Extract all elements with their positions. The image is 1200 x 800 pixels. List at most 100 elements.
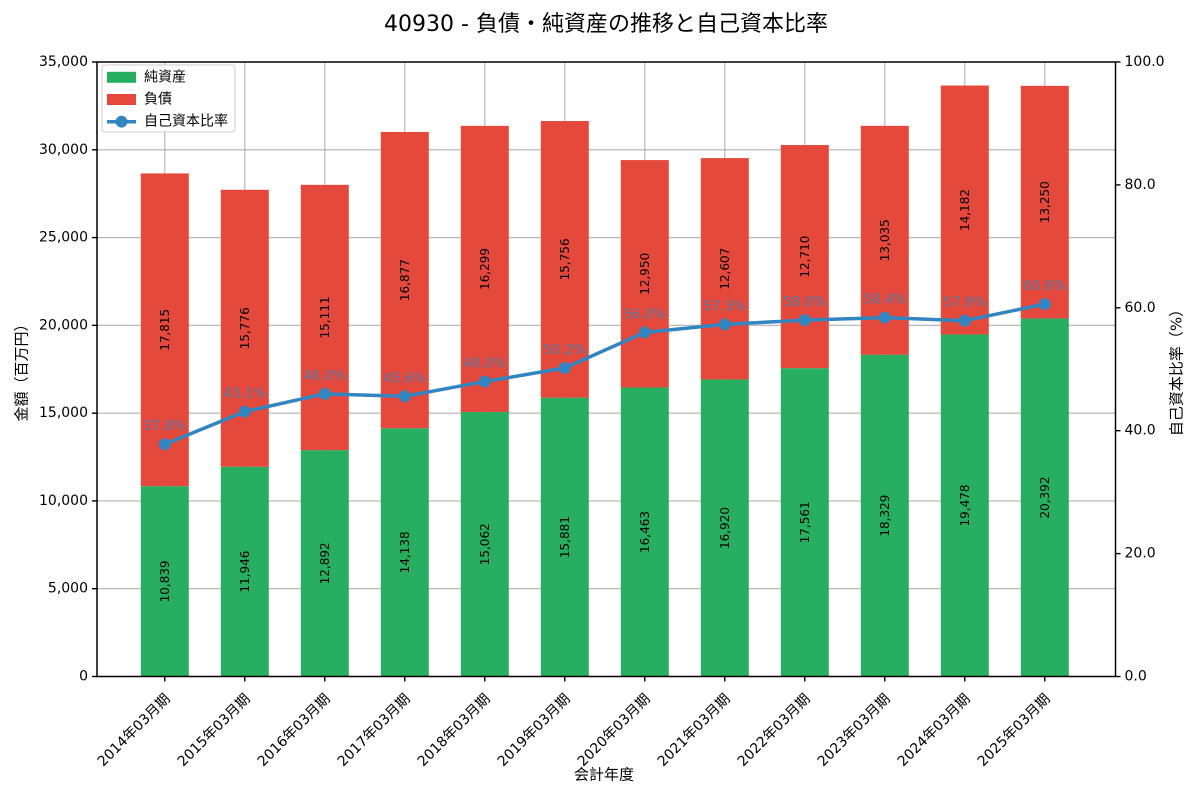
bar-segment-net-assets xyxy=(860,354,909,677)
y-tick-label-left: 0 xyxy=(79,669,88,685)
ratio-point-marker xyxy=(878,311,891,324)
ratio-point-marker xyxy=(718,318,731,331)
bar-value-label-liabilities: 12,607 xyxy=(718,248,732,290)
y-tick-label-right: 100.0 xyxy=(1125,54,1165,70)
x-tick-label: 2023年03月期 xyxy=(815,691,894,770)
legend-label-net-assets: 純資産 xyxy=(144,69,186,85)
ratio-value-label: 57.3% xyxy=(703,298,746,314)
bar-segment-liabilities xyxy=(940,85,989,335)
y-tick-label-right: 20.0 xyxy=(1125,546,1156,562)
bar-value-label-net-assets: 10,839 xyxy=(158,560,172,602)
bar-value-label-net-assets: 16,920 xyxy=(718,507,732,549)
bar-segment-liabilities xyxy=(220,189,269,467)
y-tick-label-right: 60.0 xyxy=(1125,300,1156,316)
legend-label-ratio: 自己資本比率 xyxy=(144,113,228,130)
x-axis-label: 会計年度 xyxy=(573,765,635,784)
bar-value-label-net-assets: 12,892 xyxy=(318,542,332,584)
bar-segment-net-assets xyxy=(140,486,189,677)
ratio-point-marker xyxy=(478,375,491,388)
bar-segment-net-assets xyxy=(540,397,589,677)
legend-marker-ratio xyxy=(115,115,128,128)
ratio-point-marker xyxy=(1038,298,1051,311)
y-tick-label-left: 5,000 xyxy=(48,581,88,597)
bar-segment-liabilities xyxy=(1020,85,1069,319)
ratio-point-marker xyxy=(798,314,811,326)
bar-value-label-net-assets: 19,478 xyxy=(958,485,972,527)
bar-segment-net-assets xyxy=(780,368,829,677)
bar-segment-liabilities xyxy=(300,184,349,451)
bar-segment-net-assets xyxy=(220,466,269,677)
legend-swatch-liabilities xyxy=(107,94,136,105)
bar-value-label-net-assets: 16,463 xyxy=(638,511,652,553)
ratio-value-label: 58.0% xyxy=(783,294,826,310)
ratio-line xyxy=(163,302,1047,446)
bar-value-label-liabilities: 15,756 xyxy=(558,238,572,280)
legend-swatch-net-assets xyxy=(107,71,136,83)
bar-segment-liabilities xyxy=(780,145,829,369)
bar-segment-net-assets xyxy=(300,450,349,677)
bar-value-label-net-assets: 11,946 xyxy=(238,551,252,593)
bar-value-label-liabilities: 13,250 xyxy=(1038,181,1052,223)
y-tick-label-left: 35,000 xyxy=(39,54,88,70)
bar-value-label-liabilities: 12,950 xyxy=(638,253,652,295)
x-tick-label: 2014年03月期 xyxy=(95,691,174,770)
bar-segment-liabilities xyxy=(460,125,509,413)
bar-value-label-liabilities: 16,877 xyxy=(398,259,412,301)
y-tick-label-left: 30,000 xyxy=(39,142,88,158)
ratio-point-marker xyxy=(398,390,411,403)
ratio-value-label: 50.2% xyxy=(543,342,586,358)
bar-segment-net-assets xyxy=(940,334,989,677)
x-tick-label: 2021年03月期 xyxy=(655,691,734,770)
bar-value-label-net-assets: 18,329 xyxy=(878,495,892,537)
y-tick-label-right: 80.0 xyxy=(1125,177,1156,193)
bar-value-label-liabilities: 13,035 xyxy=(878,219,892,261)
ratio-value-label: 48.0% xyxy=(463,356,506,372)
bar-value-label-net-assets: 20,392 xyxy=(1038,476,1052,518)
ratio-value-label: 60.6% xyxy=(1023,278,1066,294)
y-tick-label-left: 20,000 xyxy=(39,317,88,333)
ratio-value-label: 56.0% xyxy=(623,306,666,322)
bar-segment-net-assets xyxy=(620,387,669,677)
x-tick-label: 2019年03月期 xyxy=(495,691,574,770)
bar-segment-liabilities xyxy=(140,173,189,487)
x-tick-label: 2022年03月期 xyxy=(735,691,814,770)
bar-segment-liabilities xyxy=(620,160,669,388)
bar-segment-net-assets xyxy=(1020,318,1069,677)
ratio-value-label: 37.8% xyxy=(143,418,186,434)
x-tick-label: 2025年03月期 xyxy=(975,691,1054,770)
y-tick-label-left: 10,000 xyxy=(39,493,88,509)
bar-segment-liabilities xyxy=(700,158,749,380)
plot-border xyxy=(96,61,1117,678)
ratio-point-marker xyxy=(238,405,251,418)
ratio-value-label: 46.0% xyxy=(303,368,346,384)
bar-value-label-liabilities: 15,776 xyxy=(238,307,252,349)
y-tick-label-right: 0.0 xyxy=(1125,669,1147,685)
x-tick-label: 2017年03月期 xyxy=(335,691,414,770)
y-tick-label-left: 15,000 xyxy=(39,405,88,421)
bar-value-label-liabilities: 17,815 xyxy=(158,309,172,351)
bar-value-label-liabilities: 16,299 xyxy=(478,248,492,290)
bar-segment-net-assets xyxy=(700,379,749,677)
legend-label-liabilities: 負債 xyxy=(144,92,172,108)
ratio-point-marker xyxy=(958,314,971,327)
bar-value-label-liabilities: 15,111 xyxy=(318,297,332,339)
ratio-value-label: 43.1% xyxy=(223,386,266,402)
bar-value-label-net-assets: 15,062 xyxy=(478,523,492,565)
bar-value-label-net-assets: 17,561 xyxy=(798,501,812,543)
x-tick-label: 2016年03月期 xyxy=(255,691,334,770)
bar-value-label-net-assets: 15,881 xyxy=(558,516,572,558)
ratio-value-label: 57.9% xyxy=(943,295,986,311)
ratio-point-marker xyxy=(638,326,651,339)
y-tick-label-left: 25,000 xyxy=(39,230,88,246)
chart-title: 40930 - 負債・純資産の推移と自己資本比率 xyxy=(384,12,828,37)
x-tick-label: 2024年03月期 xyxy=(895,691,974,770)
bar-value-label-liabilities: 12,710 xyxy=(798,236,812,278)
bar-segment-net-assets xyxy=(380,428,429,677)
bar-segment-net-assets xyxy=(460,412,509,677)
bar-value-label-liabilities: 14,182 xyxy=(958,189,972,231)
ratio-point-marker xyxy=(318,387,331,400)
ratio-point-marker xyxy=(158,438,171,451)
